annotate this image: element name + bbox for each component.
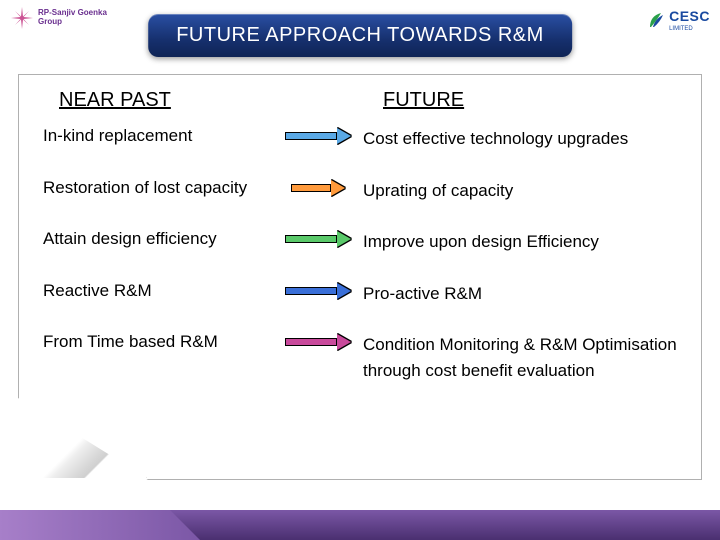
comparison-row: In-kind replacement Cost effective techno… [43,126,677,152]
row-left: Restoration of lost capacity [43,178,273,198]
row-left: From Time based R&M [43,332,273,352]
arrow-icon [285,336,351,348]
comparison-row: Restoration of lost capacity Uprating of … [43,178,677,204]
row-left: Reactive R&M [43,281,273,301]
logo-right: CESC LIMITED [647,8,710,32]
rows-container: In-kind replacement Cost effective techno… [43,126,677,383]
header-left: NEAR PAST [43,89,323,112]
logo-right-wrap: CESC LIMITED [669,8,710,32]
header-spacer [323,89,363,112]
comparison-row: From Time based R&M Condition Monitoring … [43,332,677,383]
logo-left: RP-Sanjiv Goenka Group [10,6,107,30]
row-right: Pro-active R&M [363,281,677,307]
leaf-icon [647,10,667,30]
arrow-cell [273,178,363,194]
row-right: Cost effective technology upgrades [363,126,677,152]
page-curl [18,400,148,480]
logo-left-text: RP-Sanjiv Goenka Group [38,9,107,27]
row-right: Improve upon design Efficiency [363,229,677,255]
arrow-cell [273,332,363,348]
footer-bar [0,510,720,540]
arrow-cell [273,229,363,245]
arrow-icon [285,285,351,297]
column-headers: NEAR PAST FUTURE [43,89,677,112]
title-banner: FUTURE APPROACH TOWARDS R&M [148,14,572,57]
logo-right-text: CESC [669,8,710,24]
comparison-row: Attain design efficiency Improve upon des… [43,229,677,255]
arrow-icon [291,182,345,194]
starburst-icon [10,6,34,30]
comparison-row: Reactive R&M Pro-active R&M [43,281,677,307]
arrow-icon [285,233,351,245]
row-right: Uprating of capacity [363,178,677,204]
row-left: In-kind replacement [43,126,273,146]
arrow-cell [273,126,363,142]
logo-left-line2: Group [38,18,107,27]
arrow-cell [273,281,363,297]
row-left: Attain design efficiency [43,229,273,249]
header-right: FUTURE [363,89,677,112]
content-frame: NEAR PAST FUTURE In-kind replacement Cost… [18,74,702,480]
arrow-icon [285,130,351,142]
slide: RP-Sanjiv Goenka Group CESC LIMITED FUTU… [0,0,720,540]
logo-right-sub: LIMITED [669,26,710,32]
row-right: Condition Monitoring & R&M Optimisation … [363,332,677,383]
